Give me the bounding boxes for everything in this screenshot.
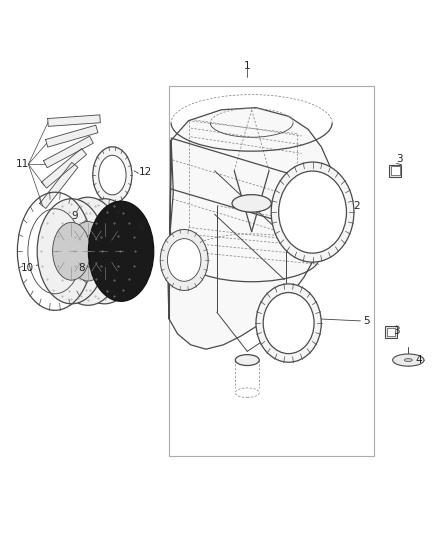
Text: 3: 3 [393, 326, 400, 336]
Text: 3: 3 [396, 154, 403, 164]
Ellipse shape [37, 199, 106, 304]
Ellipse shape [88, 201, 154, 301]
Polygon shape [48, 115, 100, 126]
Ellipse shape [263, 293, 314, 353]
Ellipse shape [69, 222, 107, 281]
Ellipse shape [53, 197, 123, 305]
Text: 12: 12 [138, 167, 152, 177]
Ellipse shape [279, 171, 346, 253]
Ellipse shape [392, 354, 424, 366]
Ellipse shape [271, 162, 354, 262]
Polygon shape [40, 163, 78, 208]
Text: 8: 8 [78, 263, 85, 273]
Bar [385, 326, 397, 338]
Polygon shape [43, 136, 93, 168]
Text: 2: 2 [353, 201, 360, 212]
Text: 11: 11 [16, 159, 29, 169]
Ellipse shape [99, 155, 126, 195]
Text: 9: 9 [71, 211, 78, 221]
Text: 5: 5 [364, 316, 370, 326]
Polygon shape [168, 108, 330, 349]
Ellipse shape [70, 199, 139, 304]
Ellipse shape [235, 354, 259, 366]
Text: 6: 6 [138, 222, 144, 232]
Bar [169, 86, 374, 456]
Bar [391, 166, 399, 175]
Polygon shape [42, 149, 87, 188]
Text: 4: 4 [416, 355, 423, 365]
Bar [389, 165, 401, 177]
Ellipse shape [404, 359, 412, 361]
Ellipse shape [256, 284, 321, 362]
Text: 1: 1 [244, 61, 251, 71]
Text: 7: 7 [113, 211, 120, 221]
Ellipse shape [93, 147, 132, 204]
Polygon shape [46, 125, 98, 147]
Ellipse shape [53, 222, 90, 280]
Ellipse shape [160, 230, 208, 290]
Ellipse shape [232, 195, 271, 212]
Text: 10: 10 [21, 263, 34, 273]
Bar [387, 327, 395, 336]
Ellipse shape [167, 239, 201, 281]
Ellipse shape [86, 222, 124, 280]
